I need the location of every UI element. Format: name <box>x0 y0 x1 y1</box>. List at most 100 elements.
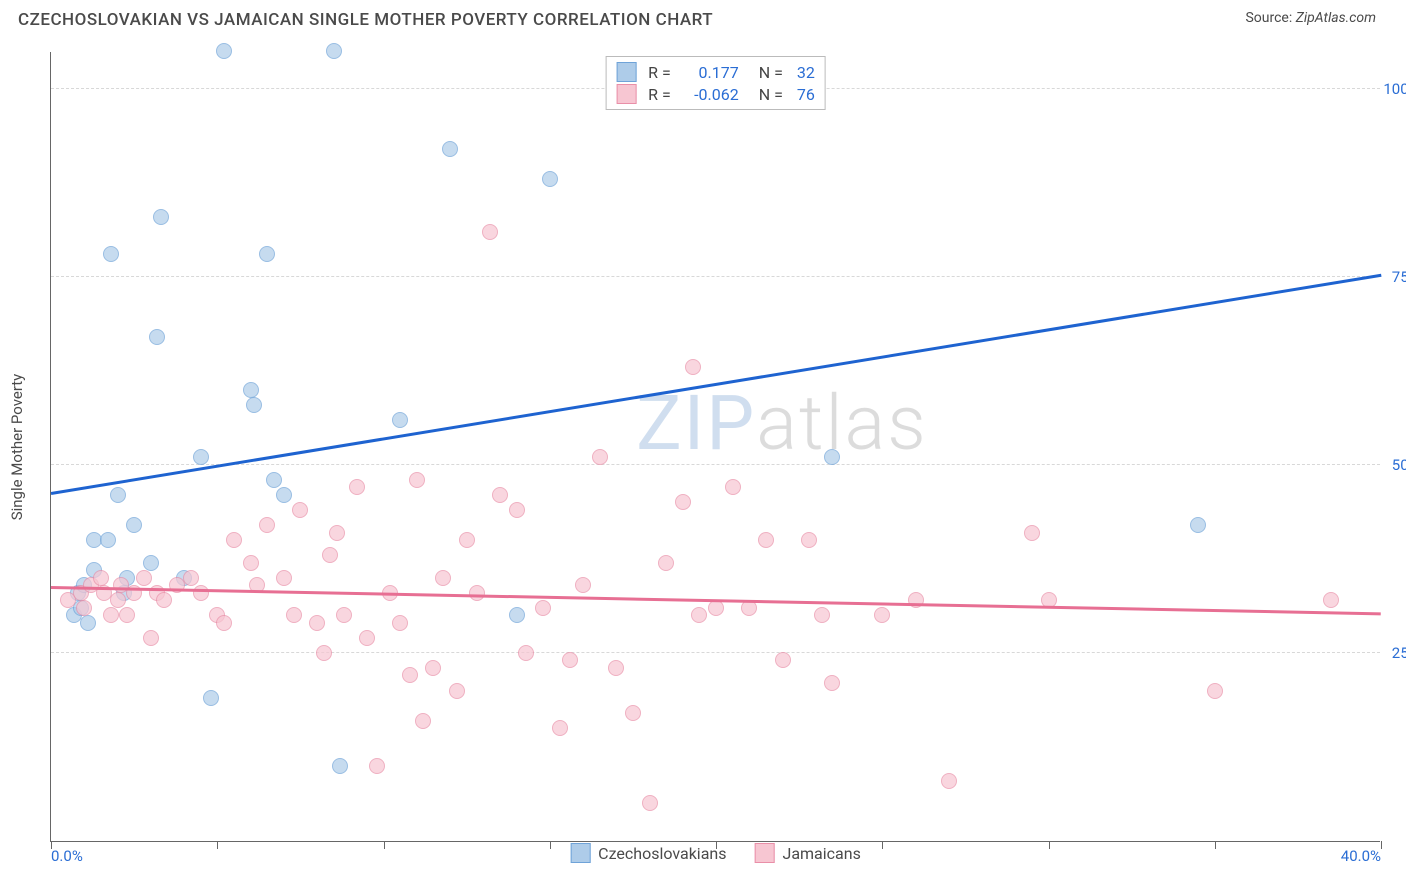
data-point-czech <box>216 43 232 59</box>
data-point-czech <box>143 555 159 571</box>
data-point-jam <box>359 630 375 646</box>
data-point-jam <box>575 577 591 593</box>
data-point-jam <box>156 592 172 608</box>
data-point-jam <box>775 652 791 668</box>
r-value-jam: -0.062 <box>681 85 739 104</box>
source-prefix: Source: <box>1245 10 1295 26</box>
data-point-jam <box>814 607 830 623</box>
n-value-jam: 76 <box>797 85 815 104</box>
data-point-jam <box>409 472 425 488</box>
data-point-jam <box>402 667 418 683</box>
data-point-jam <box>292 502 308 518</box>
x-tick <box>384 841 385 849</box>
data-point-jam <box>552 720 568 736</box>
data-point-jam <box>675 494 691 510</box>
y-tick-label: 75.0% <box>1377 268 1406 286</box>
scatter-chart: Single Mother Poverty ZIPatlas R = 0.177… <box>50 52 1380 842</box>
data-point-jam <box>824 675 840 691</box>
data-point-czech <box>392 412 408 428</box>
watermark-zip: ZIP <box>636 378 756 468</box>
data-point-jam <box>76 600 92 616</box>
data-point-czech <box>442 141 458 157</box>
gridline <box>51 276 1380 277</box>
data-point-czech <box>266 472 282 488</box>
data-point-czech <box>243 382 259 398</box>
data-point-jam <box>658 555 674 571</box>
data-point-jam <box>216 615 232 631</box>
x-tick <box>882 841 883 849</box>
data-point-jam <box>183 570 199 586</box>
data-point-jam <box>941 773 957 789</box>
legend-row-czech: R = 0.177 N = 32 <box>616 61 815 83</box>
x-tick <box>716 841 717 849</box>
source-name: ZipAtlas.com <box>1296 10 1376 26</box>
data-point-czech <box>126 517 142 533</box>
n-label: N = <box>759 85 783 104</box>
data-point-jam <box>459 532 475 548</box>
y-tick-label: 100.0% <box>1377 80 1406 98</box>
y-tick-label: 25.0% <box>1377 644 1406 662</box>
x-tick <box>1049 841 1050 849</box>
r-label: R = <box>648 85 671 104</box>
data-point-jam <box>469 585 485 601</box>
x-tick <box>1381 841 1382 849</box>
n-value-czech: 32 <box>797 63 815 82</box>
data-point-jam <box>349 479 365 495</box>
data-point-jam <box>518 645 534 661</box>
data-point-jam <box>322 547 338 563</box>
y-axis-label: Single Mother Poverty <box>8 373 26 520</box>
data-point-jam <box>119 607 135 623</box>
data-point-jam <box>369 758 385 774</box>
data-point-jam <box>110 592 126 608</box>
data-point-czech <box>326 43 342 59</box>
data-point-jam <box>608 660 624 676</box>
chart-title: CZECHOSLOVAKIAN VS JAMAICAN SINGLE MOTHE… <box>18 10 713 30</box>
data-point-jam <box>136 570 152 586</box>
gridline <box>51 652 1380 653</box>
data-point-jam <box>143 630 159 646</box>
swatch-czech <box>570 843 590 863</box>
series-name-czech: Czechoslovakians <box>598 844 726 863</box>
data-point-jam <box>259 517 275 533</box>
data-point-jam <box>286 607 302 623</box>
swatch-jam <box>754 843 774 863</box>
swatch-czech <box>616 62 636 82</box>
data-point-jam <box>103 607 119 623</box>
data-point-jam <box>309 615 325 631</box>
legend-row-jam: R = -0.062 N = 76 <box>616 83 815 105</box>
data-point-jam <box>492 487 508 503</box>
y-tick-label: 50.0% <box>1377 456 1406 474</box>
data-point-czech <box>1190 517 1206 533</box>
data-point-jam <box>392 615 408 631</box>
data-point-jam <box>1024 525 1040 541</box>
data-point-jam <box>625 705 641 721</box>
data-point-jam <box>801 532 817 548</box>
r-label: R = <box>648 63 671 82</box>
series-name-jam: Jamaicans <box>782 844 860 863</box>
data-point-jam <box>708 600 724 616</box>
data-point-jam <box>758 532 774 548</box>
gridline <box>51 464 1380 465</box>
correlation-legend: R = 0.177 N = 32 R = -0.062 N = 76 <box>605 56 826 110</box>
data-point-czech <box>203 690 219 706</box>
data-point-jam <box>329 525 345 541</box>
data-point-jam <box>93 570 109 586</box>
data-point-jam <box>425 660 441 676</box>
data-point-czech <box>100 532 116 548</box>
data-point-jam <box>535 600 551 616</box>
swatch-jam <box>616 84 636 104</box>
data-point-czech <box>824 449 840 465</box>
r-value-czech: 0.177 <box>681 63 739 82</box>
data-point-jam <box>193 585 209 601</box>
data-point-czech <box>259 246 275 262</box>
data-point-czech <box>246 397 262 413</box>
data-point-jam <box>415 713 431 729</box>
data-point-czech <box>509 607 525 623</box>
data-point-czech <box>80 615 96 631</box>
data-point-jam <box>685 359 701 375</box>
data-point-jam <box>243 555 259 571</box>
legend-item-czech: Czechoslovakians <box>570 843 726 863</box>
data-point-czech <box>332 758 348 774</box>
data-point-jam <box>1207 683 1223 699</box>
data-point-czech <box>193 449 209 465</box>
